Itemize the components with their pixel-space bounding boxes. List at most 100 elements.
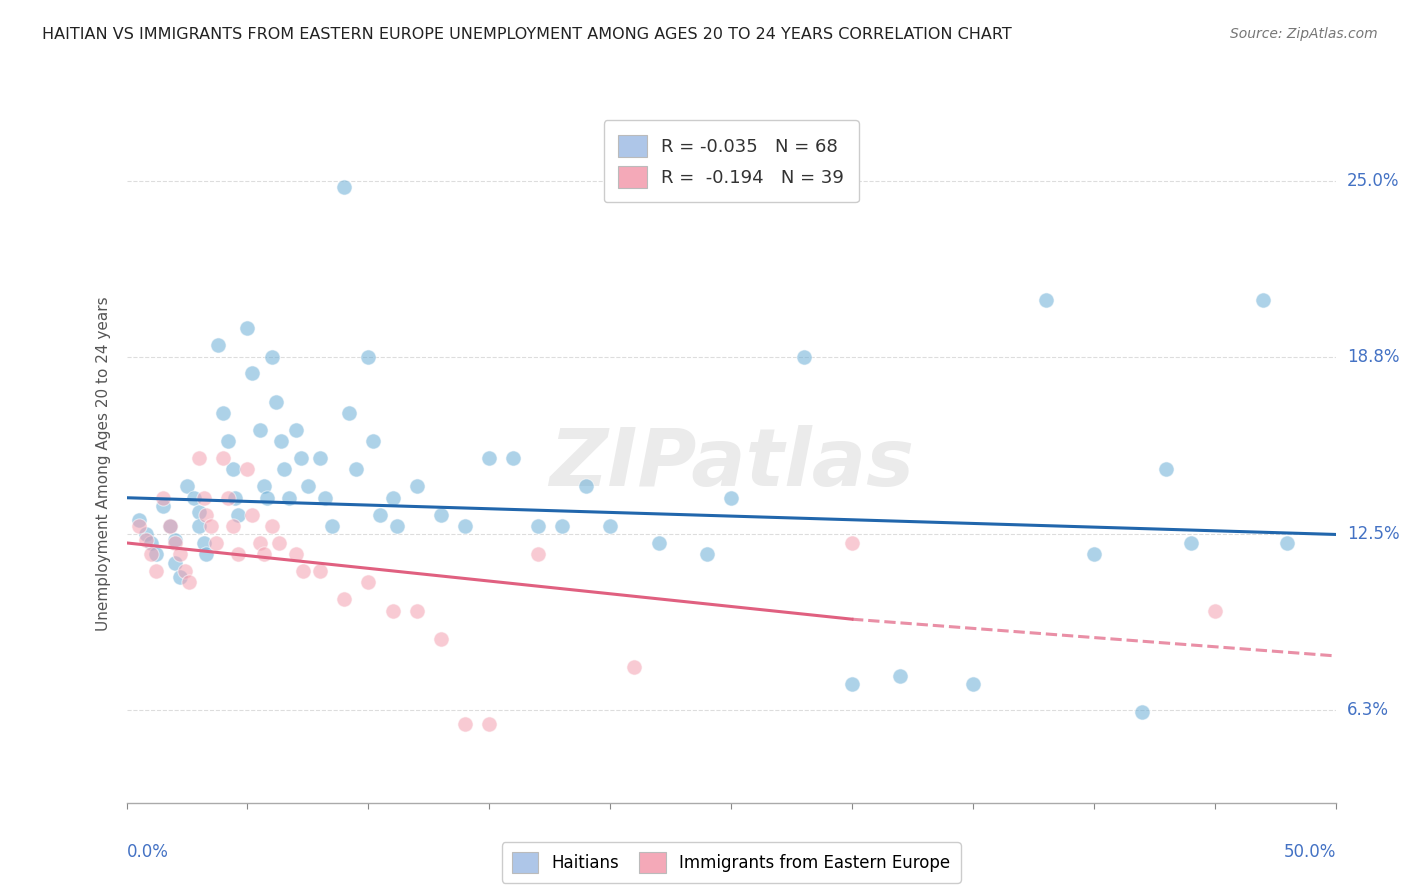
Point [212, 406, 235, 420]
Point [270, 434, 292, 449]
Point [159, 519, 181, 533]
Point [145, 547, 167, 561]
Point [292, 564, 315, 578]
Point [128, 519, 150, 533]
Point [195, 547, 218, 561]
Point [357, 350, 380, 364]
Point [240, 367, 263, 381]
Point [1251, 293, 1274, 307]
Text: 6.3%: 6.3% [1347, 700, 1389, 719]
Point [135, 527, 157, 541]
Point [370, 508, 392, 522]
Point [266, 394, 288, 409]
Point [1083, 547, 1105, 561]
Point [267, 536, 290, 550]
Point [249, 423, 271, 437]
Point [152, 500, 174, 514]
Point [430, 632, 453, 646]
Point [309, 564, 332, 578]
Point [159, 519, 181, 533]
Point [236, 462, 259, 476]
Point [183, 491, 205, 505]
Point [962, 677, 984, 691]
Point [256, 491, 278, 505]
Text: Source: ZipAtlas.com: Source: ZipAtlas.com [1230, 27, 1378, 41]
Point [502, 451, 524, 466]
Point [454, 716, 477, 731]
Point [1035, 293, 1057, 307]
Point [249, 536, 271, 550]
Point [169, 570, 191, 584]
Point [236, 321, 259, 335]
Point [205, 536, 228, 550]
Text: HAITIAN VS IMMIGRANTS FROM EASTERN EUROPE UNEMPLOYMENT AMONG AGES 20 TO 24 YEARS: HAITIAN VS IMMIGRANTS FROM EASTERN EUROP… [42, 27, 1012, 42]
Point [260, 350, 283, 364]
Point [357, 575, 380, 590]
Point [188, 505, 211, 519]
Point [284, 423, 307, 437]
Text: 0.0%: 0.0% [127, 844, 169, 862]
Point [173, 564, 195, 578]
Point [1180, 536, 1202, 550]
Text: ZIPatlas: ZIPatlas [548, 425, 914, 503]
Point [333, 180, 356, 194]
Legend: Haitians, Immigrants from Eastern Europe: Haitians, Immigrants from Eastern Europe [502, 842, 960, 882]
Point [139, 547, 162, 561]
Text: 25.0%: 25.0% [1347, 172, 1399, 190]
Point [139, 536, 162, 550]
Point [226, 547, 249, 561]
Point [169, 547, 191, 561]
Point [321, 519, 343, 533]
Point [240, 508, 263, 522]
Point [405, 604, 427, 618]
Text: 18.8%: 18.8% [1347, 348, 1399, 366]
Point [344, 462, 367, 476]
Point [273, 462, 295, 476]
Point [297, 479, 319, 493]
Point [575, 479, 598, 493]
Point [163, 556, 186, 570]
Text: 50.0%: 50.0% [1284, 844, 1336, 862]
Point [309, 451, 332, 466]
Point [222, 462, 245, 476]
Point [333, 592, 356, 607]
Point [188, 451, 211, 466]
Point [337, 406, 360, 420]
Point [599, 519, 621, 533]
Point [454, 519, 477, 533]
Point [405, 479, 427, 493]
Point [145, 564, 167, 578]
Point [193, 536, 215, 550]
Point [314, 491, 336, 505]
Point [696, 547, 718, 561]
Point [478, 451, 501, 466]
Point [1277, 536, 1299, 550]
Point [1130, 706, 1153, 720]
Point [163, 536, 186, 550]
Point [212, 451, 235, 466]
Point [720, 491, 742, 505]
Y-axis label: Unemployment Among Ages 20 to 24 years: Unemployment Among Ages 20 to 24 years [96, 296, 111, 632]
Point [647, 536, 669, 550]
Text: 12.5%: 12.5% [1347, 525, 1399, 543]
Point [1204, 604, 1226, 618]
Point [222, 519, 245, 533]
Point [152, 491, 174, 505]
Point [195, 508, 218, 522]
Point [217, 491, 239, 505]
Point [135, 533, 157, 547]
Point [277, 491, 299, 505]
Point [478, 716, 501, 731]
Point [253, 479, 276, 493]
Point [253, 547, 276, 561]
Point [623, 660, 645, 674]
Point [179, 575, 201, 590]
Point [1156, 462, 1178, 476]
Point [217, 434, 239, 449]
Point [361, 434, 384, 449]
Point [841, 536, 863, 550]
Point [889, 669, 911, 683]
Point [381, 491, 404, 505]
Point [193, 491, 215, 505]
Point [128, 513, 150, 527]
